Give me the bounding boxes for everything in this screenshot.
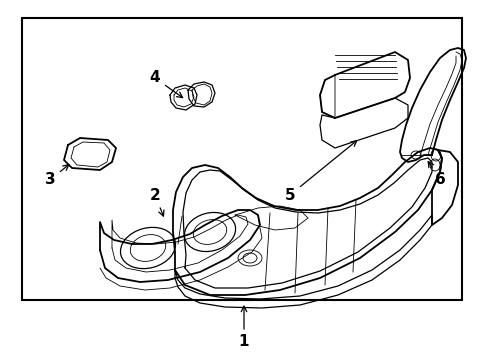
Text: 5: 5	[284, 141, 356, 202]
Text: 2: 2	[149, 188, 163, 216]
Text: 4: 4	[149, 71, 182, 98]
Bar	[22, 18, 461, 300]
Text: 3: 3	[44, 165, 69, 188]
Text: 6: 6	[427, 162, 445, 188]
Text: 1: 1	[238, 334, 249, 350]
